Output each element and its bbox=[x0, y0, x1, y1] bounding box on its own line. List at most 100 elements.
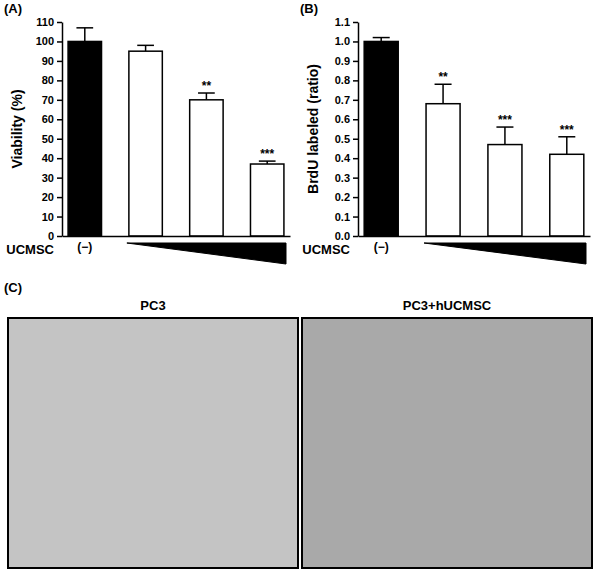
tick: 0 bbox=[48, 230, 62, 242]
tick-label: 0.4 bbox=[335, 152, 351, 164]
tick-label: 0.8 bbox=[335, 74, 350, 86]
tick: 110 bbox=[36, 16, 62, 28]
tick-label: (−) bbox=[374, 240, 389, 254]
y-axis-title: Viability (%) bbox=[9, 89, 25, 168]
tick-label: 20 bbox=[42, 191, 54, 203]
tick: 0.4 bbox=[335, 152, 358, 164]
tick-label: (−) bbox=[77, 240, 92, 254]
bar bbox=[250, 164, 283, 236]
tick-mark bbox=[57, 22, 62, 24]
tick-mark bbox=[57, 216, 62, 218]
tick-mark bbox=[57, 119, 62, 121]
tick-mark bbox=[57, 177, 62, 179]
tick-mark bbox=[57, 158, 62, 160]
bar bbox=[129, 51, 162, 236]
error-bar bbox=[198, 93, 215, 100]
y-axis: 0.00.10.20.30.40.50.60.70.80.91.01.1 bbox=[335, 16, 359, 242]
axis-line bbox=[63, 236, 291, 238]
tick-label: 80 bbox=[42, 74, 54, 86]
tick: 100 bbox=[36, 35, 62, 47]
tick: 0.2 bbox=[335, 191, 358, 203]
tick-mark bbox=[353, 119, 358, 121]
tick: 40 bbox=[42, 152, 62, 164]
panel-label: (B) bbox=[300, 1, 318, 16]
tick: 1.0 bbox=[335, 35, 358, 47]
tick-mark bbox=[57, 236, 62, 238]
tick-mark bbox=[353, 158, 358, 160]
tick-label: 10 bbox=[42, 211, 54, 223]
panel-label: (C) bbox=[4, 280, 22, 295]
error-cap bbox=[76, 27, 93, 29]
error-bar bbox=[435, 84, 452, 103]
image-panel: (C)PC3PC3+hUCMSC bbox=[4, 280, 592, 568]
error-stem bbox=[206, 93, 208, 100]
error-cap bbox=[373, 37, 390, 39]
tick: 0.0 bbox=[335, 230, 358, 242]
tick: 1.1 bbox=[335, 16, 358, 28]
tick-label: 40 bbox=[42, 152, 54, 164]
y-axis: 0 10 20 30 40 50 60 70 80 90 100 110 bbox=[36, 16, 63, 242]
bar bbox=[68, 41, 101, 236]
tick: 60 bbox=[42, 113, 62, 125]
tick: 90 bbox=[42, 55, 62, 67]
image-title: PC3 bbox=[140, 298, 165, 313]
tick-mark bbox=[353, 138, 358, 140]
tick-mark bbox=[353, 80, 358, 82]
tick-mark bbox=[353, 61, 358, 63]
tick: 0.7 bbox=[335, 94, 358, 106]
tick-mark bbox=[57, 41, 62, 43]
error-stem bbox=[145, 45, 147, 51]
tick-label: 30 bbox=[42, 172, 54, 184]
tick: 10 bbox=[42, 211, 62, 223]
tick-mark bbox=[57, 80, 62, 82]
axis-line bbox=[62, 23, 64, 237]
tick-label: 0.6 bbox=[335, 113, 350, 125]
axis-line bbox=[359, 236, 591, 238]
tick-mark bbox=[353, 22, 358, 24]
tick-label: 0.2 bbox=[335, 191, 350, 203]
tick: 30 bbox=[42, 172, 62, 184]
tick-label: 1.0 bbox=[335, 35, 350, 47]
micrograph bbox=[302, 318, 592, 568]
significance: *** bbox=[260, 147, 274, 161]
tick-mark bbox=[57, 197, 62, 199]
error-bar bbox=[137, 45, 154, 51]
plot-area bbox=[68, 28, 284, 236]
tick: 20 bbox=[42, 191, 62, 203]
bar bbox=[426, 104, 460, 236]
panel-label: (A) bbox=[4, 1, 22, 16]
tick: 0.8 bbox=[335, 74, 358, 86]
axis-line bbox=[358, 23, 360, 237]
micrograph bbox=[8, 318, 298, 568]
significance: ** bbox=[202, 79, 212, 93]
tick: (−) bbox=[374, 236, 389, 254]
chart-0: (A)*****0102030405060708090100110(−)UCMS… bbox=[4, 1, 291, 264]
tick-mark bbox=[353, 197, 358, 199]
tick-label: 50 bbox=[42, 133, 54, 145]
tick: 0.9 bbox=[335, 55, 358, 67]
tick-label: 0 bbox=[48, 230, 54, 242]
error-bar bbox=[496, 127, 513, 145]
tick: (−) bbox=[77, 236, 92, 254]
tick-label: 0.5 bbox=[335, 133, 350, 145]
error-stem bbox=[84, 28, 86, 42]
tick-label: 110 bbox=[36, 16, 54, 28]
error-stem bbox=[442, 84, 444, 103]
x-axis-title: UCMSC bbox=[302, 242, 350, 257]
tick-label: 0.7 bbox=[335, 94, 350, 106]
tick: 70 bbox=[42, 94, 62, 106]
tick: 50 bbox=[42, 133, 62, 145]
bar bbox=[488, 145, 522, 236]
bar bbox=[550, 154, 584, 236]
tick-mark bbox=[57, 138, 62, 140]
dose-wedge bbox=[127, 243, 286, 264]
error-bar bbox=[558, 137, 575, 155]
chart-1: (B)********0.00.10.20.30.40.50.60.70.80.… bbox=[300, 1, 591, 264]
x-axis-title: UCMSC bbox=[6, 242, 54, 257]
tick-label: 0.0 bbox=[335, 230, 350, 242]
tick-label: 0.3 bbox=[335, 172, 350, 184]
significance: ** bbox=[438, 70, 448, 84]
tick: 0.3 bbox=[335, 172, 358, 184]
error-bar bbox=[76, 28, 93, 42]
tick-label: 90 bbox=[42, 55, 54, 67]
